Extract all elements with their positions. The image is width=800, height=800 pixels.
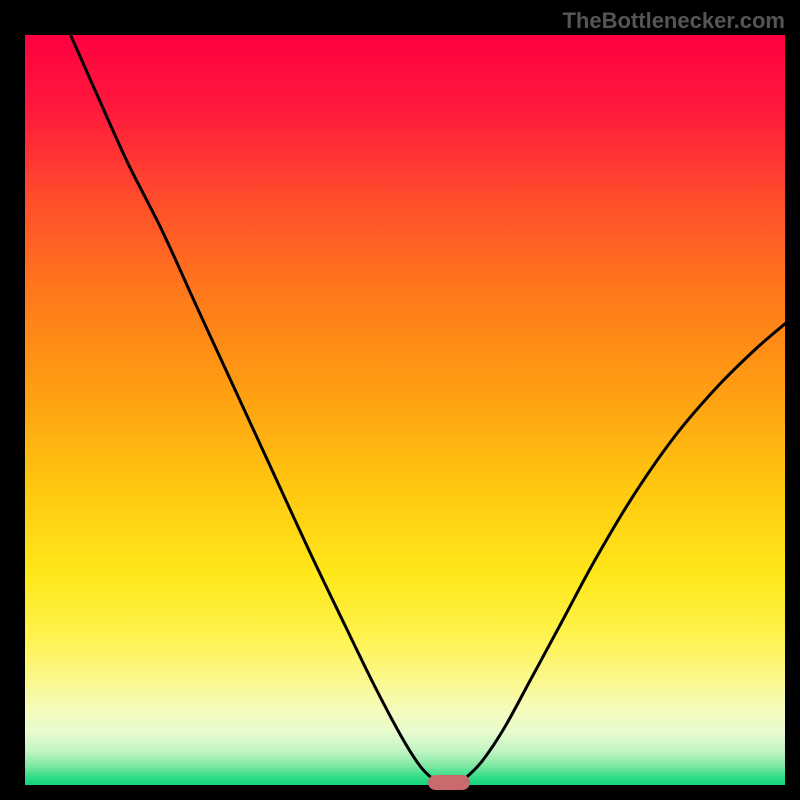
watermark-text: TheBottlenecker.com [562, 8, 785, 34]
curve-path [71, 35, 785, 781]
plot-area [25, 35, 785, 785]
chart-container: TheBottlenecker.com [0, 0, 800, 800]
optimum-marker [428, 775, 470, 790]
bottleneck-curve [25, 35, 785, 785]
